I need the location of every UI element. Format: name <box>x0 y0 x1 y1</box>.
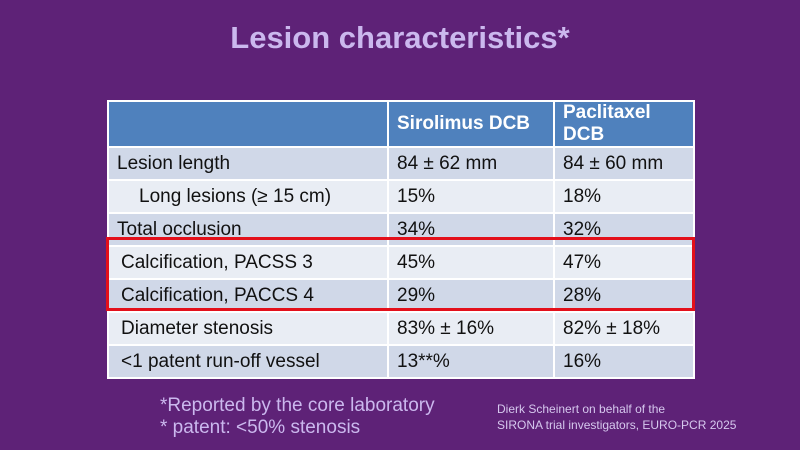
footnote-patent: * patent: <50% stenosis <box>160 417 361 438</box>
table-row: Long lesions (≥ 15 cm) 15% 18% <box>107 179 695 214</box>
row-label: Long lesions (≥ 15 cm) <box>107 179 389 214</box>
paclitaxel-value: 47% <box>553 245 695 280</box>
paclitaxel-value: 82% ± 18% <box>553 311 695 346</box>
header-paclitaxel: Paclitaxel DCB <box>553 100 695 148</box>
row-label: Calcification, PACCS 4 <box>107 278 389 313</box>
row-label: Diameter stenosis <box>107 311 389 346</box>
table-row: Diameter stenosis 83% ± 16% 82% ± 18% <box>107 311 695 346</box>
sirolimus-value: 83% ± 16% <box>387 311 555 346</box>
row-label: Total occlusion <box>107 212 389 247</box>
presenter-credit: Dierk Scheinert on behalf of the SIRONA … <box>497 401 736 433</box>
footnotes: *Reported by the core laboratory * paten… <box>160 395 435 439</box>
row-label: Calcification, PACSS 3 <box>107 245 389 280</box>
row-label: <1 patent run-off vessel <box>107 344 389 379</box>
sirolimus-value: 84 ± 62 mm <box>387 146 555 181</box>
header-empty <box>107 100 389 148</box>
table-row: Calcification, PACCS 4 29% 28% <box>107 278 695 313</box>
paclitaxel-value: 32% <box>553 212 695 247</box>
table-row: <1 patent run-off vessel 13**% 16% <box>107 344 695 379</box>
sirolimus-value: 15% <box>387 179 555 214</box>
sirolimus-value: 34% <box>387 212 555 247</box>
table-row: Calcification, PACSS 3 45% 47% <box>107 245 695 280</box>
paclitaxel-value: 18% <box>553 179 695 214</box>
credit-line-1: Dierk Scheinert on behalf of the <box>497 402 666 416</box>
paclitaxel-value: 16% <box>553 344 695 379</box>
header-sirolimus: Sirolimus DCB <box>387 100 555 148</box>
credit-line-2: SIRONA trial investigators, EURO-PCR 202… <box>497 418 737 432</box>
sirolimus-value: 13**% <box>387 344 555 379</box>
sirolimus-value: 45% <box>387 245 555 280</box>
row-label: Lesion length <box>107 146 389 181</box>
paclitaxel-value: 28% <box>553 278 695 313</box>
table-row: Total occlusion 34% 32% <box>107 212 695 247</box>
paclitaxel-value: 84 ± 60 mm <box>553 146 695 181</box>
table-row: Lesion length 84 ± 62 mm 84 ± 60 mm <box>107 146 695 181</box>
sirolimus-value: 29% <box>387 278 555 313</box>
table-header-row: Sirolimus DCB Paclitaxel DCB <box>107 100 695 148</box>
footnote-core-lab: *Reported by the core laboratory <box>160 395 435 416</box>
slide-title: Lesion characteristics* <box>230 20 570 55</box>
lesion-characteristics-table: Sirolimus DCB Paclitaxel DCB Lesion leng… <box>107 100 695 379</box>
